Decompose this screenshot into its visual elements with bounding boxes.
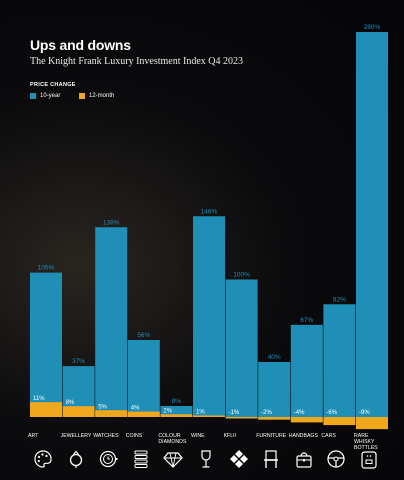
value-label-10-year-2: 138% <box>103 219 120 226</box>
category-label-3: COINS <box>125 433 143 439</box>
bar-10-year-8 <box>290 324 323 417</box>
value-label-12-month-9: -6% <box>326 410 337 416</box>
category-label-7: FURNITURE <box>256 433 287 439</box>
bar-12-month-2 <box>95 410 128 417</box>
coin-stack-icon <box>130 448 152 470</box>
category-label-4: COLOUR DIAMONDS <box>158 433 187 445</box>
bar-12-month-3 <box>127 411 160 417</box>
chair-icon <box>260 448 282 470</box>
value-label-12-month-10: -9% <box>359 410 370 416</box>
value-label-12-month-2: 5% <box>98 404 107 410</box>
bar-12-month-8 <box>290 417 323 423</box>
handbag-icon <box>293 448 315 470</box>
value-label-12-month-1: 8% <box>66 400 75 406</box>
value-label-12-month-7: -2% <box>261 410 272 416</box>
ring-icon <box>65 448 87 470</box>
category-label-9: CARS <box>321 433 336 439</box>
bar-12-month-4 <box>160 414 193 417</box>
value-label-12-month-6: -1% <box>229 410 240 416</box>
bar-10-year-10 <box>356 32 388 417</box>
bar-10-year-5 <box>193 216 225 417</box>
value-label-12-month-4: 2% <box>163 408 172 414</box>
value-label-12-month-8: -4% <box>294 410 305 416</box>
palette-icon <box>32 448 54 470</box>
value-label-10-year-8: 67% <box>300 317 313 324</box>
value-label-10-year-4: 8% <box>172 398 182 405</box>
value-label-10-year-10: 280% <box>364 24 381 31</box>
bar-10-year-6 <box>225 279 258 417</box>
watch-icon <box>97 448 119 470</box>
category-label-1: JEWELLERY <box>60 433 92 439</box>
legend-swatch-10-year <box>30 93 36 99</box>
bar-12-month-9 <box>323 417 356 426</box>
value-label-10-year-6: 100% <box>233 272 250 279</box>
bar-10-year-0 <box>30 272 62 417</box>
category-label-8: HANDBAGS <box>288 433 318 439</box>
value-label-10-year-3: 56% <box>137 332 150 339</box>
value-label-10-year-7: 40% <box>268 354 281 361</box>
category-label-6: KFLII <box>223 433 236 439</box>
whisky-bottle-icon <box>358 448 380 470</box>
bar-12-month-10 <box>356 417 388 430</box>
value-label-10-year-5: 146% <box>201 208 218 215</box>
bar-12-month-1 <box>62 406 95 417</box>
value-label-12-month-0: 11% <box>33 396 45 402</box>
legend-item-10-year: 10-year <box>30 93 60 99</box>
steering-wheel-icon <box>325 448 347 470</box>
value-label-12-month-5: 1% <box>196 410 205 416</box>
legend-title: PRICE CHANGE <box>30 82 76 88</box>
legend-swatch-12-month <box>79 93 85 99</box>
legend-label-10-year: 10-year <box>40 93 61 99</box>
value-label-10-year-1: 37% <box>72 358 85 365</box>
diamond-icon <box>162 448 184 470</box>
bar-12-month-7 <box>258 417 291 420</box>
bar-10-year-7 <box>258 362 291 417</box>
wine-glass-icon <box>195 448 217 470</box>
category-label-0: ART <box>28 433 39 439</box>
chart-subtitle: The Knight Frank Luxury Investment Index… <box>30 56 244 67</box>
chart-title: Ups and downs <box>30 37 131 53</box>
legend-item-12-month: 12-month <box>79 93 114 99</box>
bar-12-month-6 <box>225 417 258 419</box>
value-label-10-year-0: 105% <box>38 265 55 272</box>
bar-10-year-2 <box>95 227 128 417</box>
bar-10-year-3 <box>127 340 160 417</box>
value-label-12-month-3: 4% <box>131 406 140 412</box>
bar-10-year-9 <box>323 304 356 417</box>
category-label-2: WATCHES <box>93 433 119 439</box>
value-label-10-year-9: 82% <box>333 296 346 303</box>
category-label-5: WINE <box>191 433 205 439</box>
kflii-icon <box>228 448 250 470</box>
bar-12-month-5 <box>193 415 225 417</box>
bar-12-month-0 <box>30 402 62 417</box>
legend-label-12-month: 12-month <box>89 93 115 99</box>
category-label-10: RARE WHISKY BOTTLES <box>354 433 378 451</box>
bar-10-year-4 <box>160 406 193 417</box>
